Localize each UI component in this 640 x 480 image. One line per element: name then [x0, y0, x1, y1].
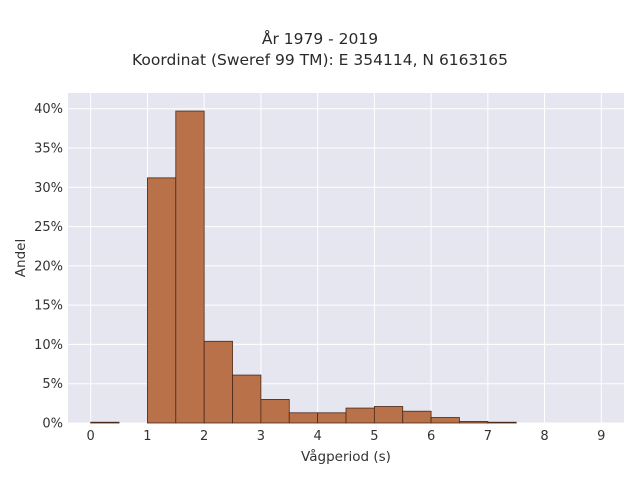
y-tick-label: 15% [34, 299, 63, 314]
histogram-bars [90, 110, 517, 424]
x-tick-label: 7 [484, 429, 492, 444]
x-tick-label: 6 [427, 429, 435, 444]
histogram-bar [288, 412, 319, 424]
histogram-bar [203, 340, 233, 424]
chart-subtitle: Koordinat (Sweref 99 TM): E 354114, N 61… [132, 51, 508, 69]
y-tick-label: 0% [42, 417, 63, 432]
histogram-bar [345, 407, 375, 424]
histogram-bar [232, 374, 262, 424]
y-axis-ticks: 0% 5% 10% 15% 20% 25% 30% 35% 40% [34, 102, 63, 431]
x-axis-ticks: 0 1 2 3 4 5 6 7 8 9 [87, 429, 606, 444]
histogram-bar [373, 406, 404, 424]
histogram-bar [317, 412, 347, 424]
histogram-bar [175, 110, 205, 424]
y-tick-label: 20% [34, 259, 63, 274]
x-tick-label: 4 [313, 429, 321, 444]
histogram-bar [430, 417, 460, 424]
x-tick-label: 2 [200, 429, 208, 444]
histogram-bar [260, 399, 290, 424]
chart-title: År 1979 - 2019 [261, 30, 379, 48]
x-tick-label: 8 [540, 429, 548, 444]
x-tick-label: 0 [87, 429, 95, 444]
histogram-bar [90, 421, 120, 424]
histogram-bar [147, 177, 177, 424]
histogram-bar [459, 421, 489, 424]
y-tick-label: 10% [34, 338, 63, 353]
y-tick-label: 25% [34, 220, 63, 235]
x-tick-label: 9 [597, 429, 605, 444]
y-tick-label: 5% [42, 377, 63, 392]
x-tick-label: 3 [257, 429, 265, 444]
y-tick-label: 35% [34, 142, 63, 157]
histogram-bar [402, 410, 432, 424]
x-axis-label: Vågperiod (s) [301, 448, 391, 465]
x-tick-label: 5 [370, 429, 378, 444]
y-tick-label: 30% [34, 181, 63, 196]
y-tick-label: 40% [34, 102, 63, 117]
x-tick-label: 1 [143, 429, 151, 444]
y-axis-label: Andel [13, 239, 29, 277]
histogram-bar [487, 421, 517, 424]
